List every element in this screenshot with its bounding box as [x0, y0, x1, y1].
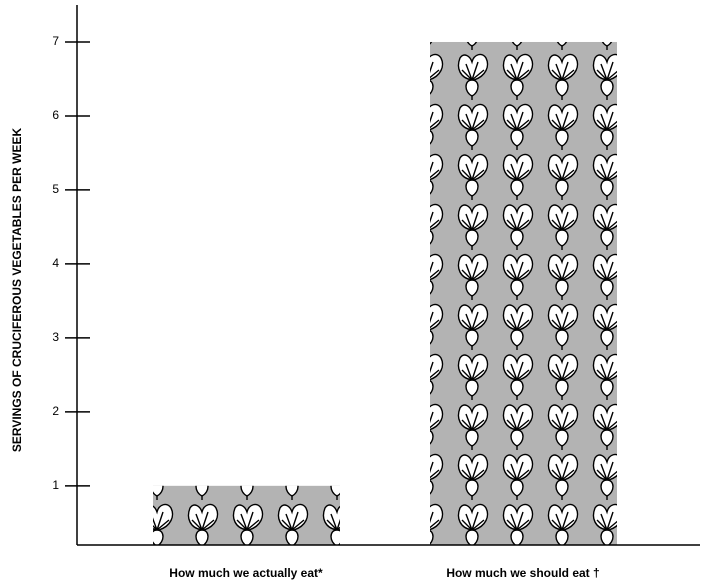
x-tick-label: How much we should eat †: [446, 566, 599, 580]
y-tick-label: 1: [52, 478, 59, 492]
y-tick-label: 7: [52, 34, 59, 48]
y-tick-label: 4: [52, 256, 59, 270]
bar-pictogram: [153, 485, 340, 545]
y-tick-label: 3: [52, 330, 59, 344]
y-tick-label: 2: [52, 404, 59, 418]
x-tick-label: How much we actually eat*: [169, 566, 323, 580]
y-axis-label: SERVINGS OF CRUCIFEROUS VEGETABLES PER W…: [10, 128, 24, 453]
y-tick-label: 5: [52, 182, 59, 196]
y-tick-label: 6: [52, 108, 59, 122]
bar-pictogram: [430, 41, 617, 546]
